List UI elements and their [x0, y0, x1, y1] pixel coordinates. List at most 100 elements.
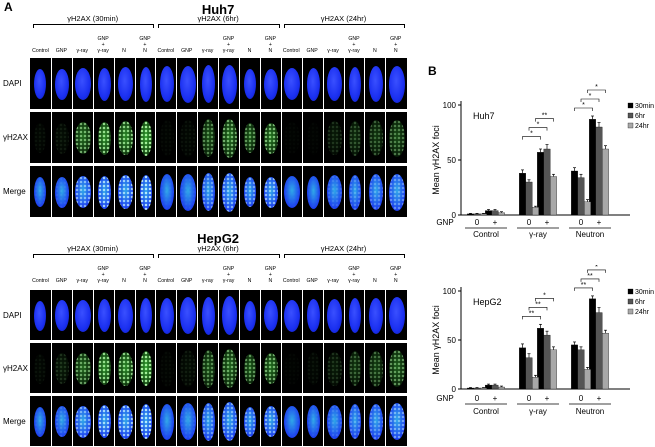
micrograph-cell	[176, 58, 199, 109]
nucleus	[264, 68, 279, 100]
bar	[550, 176, 557, 216]
micrograph-cell	[30, 58, 51, 109]
chart-title: HepG2	[473, 297, 502, 307]
micrograph-cell	[322, 290, 345, 340]
micrograph-cell	[155, 343, 178, 393]
nucleus	[202, 402, 216, 441]
nucleus	[348, 404, 361, 439]
micrograph-cell	[322, 112, 345, 163]
micrograph-cell	[364, 290, 387, 340]
nucleus	[179, 173, 196, 211]
micrograph-cell	[218, 396, 240, 446]
nucleus	[306, 121, 320, 155]
micrograph-cell	[71, 396, 94, 446]
nucleus	[326, 298, 342, 333]
nucleus	[179, 297, 196, 334]
nucleus	[202, 349, 216, 388]
micrograph-cell	[71, 343, 94, 393]
gnp-value-label: 0	[475, 218, 480, 227]
nucleus	[55, 176, 70, 208]
nucleus	[306, 299, 320, 332]
micrograph-cell	[50, 343, 73, 393]
nucleus	[202, 119, 216, 157]
micrograph-cell	[50, 166, 73, 217]
micrograph-cell	[92, 343, 115, 393]
gnp-value-label: +	[545, 394, 550, 403]
nucleus	[348, 66, 361, 102]
micrograph-cell	[364, 343, 387, 393]
nucleus	[264, 122, 279, 154]
nucleus	[388, 65, 405, 103]
nucleus	[222, 172, 238, 212]
micrograph-cell	[71, 290, 94, 340]
micrograph-cell	[155, 58, 178, 109]
legend-swatch	[627, 102, 634, 109]
micrograph-cell	[280, 112, 303, 163]
nucleus	[179, 65, 196, 103]
nucleus	[159, 120, 174, 156]
micrograph-cell	[218, 166, 240, 217]
nucleus	[388, 119, 405, 157]
y-axis-label: Mean γH2AX foci	[431, 305, 441, 375]
nucleus	[55, 353, 70, 384]
bar	[498, 212, 505, 216]
treatment-column-label: GNP + γ-ray	[348, 266, 360, 284]
legend-swatch	[627, 298, 634, 305]
treatment-column-label: N	[247, 278, 252, 284]
micrograph-cell	[197, 112, 220, 163]
nucleus	[348, 174, 361, 210]
nucleus	[139, 298, 152, 333]
nucleus	[244, 177, 257, 207]
treatment-column-label: GNP + γ-ray	[348, 36, 360, 54]
nucleus	[117, 175, 133, 209]
nucleus	[222, 402, 238, 441]
micrograph-cell	[301, 396, 324, 446]
treatment-column-label: GNP	[181, 278, 193, 284]
stain-row-label: Merge	[3, 416, 26, 426]
nucleus	[117, 67, 133, 101]
nucleus	[244, 353, 257, 384]
significance-bracket	[580, 98, 600, 102]
stain-row-label: γH2AX	[3, 133, 28, 142]
time-group-label: γH2AX (6hr)	[197, 14, 239, 23]
significance-bracket	[574, 287, 593, 291]
micrograph-cell	[134, 112, 157, 163]
nucleus	[306, 405, 320, 438]
micrograph-cell	[239, 166, 261, 217]
bar	[473, 213, 481, 216]
micrograph-cell	[343, 396, 366, 446]
treatment-column-label: N	[247, 48, 252, 54]
legend-label: 24hr	[635, 309, 650, 316]
treatment-column-label: Control	[157, 278, 175, 284]
nucleus	[348, 120, 361, 156]
significance-star: *	[589, 93, 592, 100]
nucleus	[264, 353, 279, 384]
micrograph-cell	[176, 343, 199, 393]
micrograph-cell	[259, 112, 282, 163]
nucleus	[75, 299, 92, 332]
bar	[543, 148, 551, 216]
micrograph-cell	[50, 58, 73, 109]
time-group-bracket	[33, 24, 155, 28]
micrograph-cell	[280, 58, 303, 109]
micrograph-cell	[176, 290, 199, 340]
nucleus	[222, 118, 238, 158]
treatment-column-label: GNP + γ-ray	[97, 266, 109, 284]
treatment-column-label: GNP + γ-ray	[222, 36, 235, 54]
bar	[480, 213, 487, 216]
bar	[584, 201, 591, 216]
micrograph-cell	[364, 396, 387, 446]
nucleus	[159, 403, 174, 440]
significance-star: *	[543, 292, 546, 299]
nucleus	[306, 352, 320, 385]
treatment-column-label: γ-ray	[201, 278, 214, 284]
micrograph-cell	[343, 166, 366, 217]
nucleus	[97, 405, 111, 438]
nucleus	[368, 120, 383, 156]
micrograph-cell	[218, 58, 240, 109]
treatment-column-label: GNP + N	[264, 266, 276, 284]
nucleus	[97, 67, 111, 101]
nucleus	[306, 175, 320, 209]
micrograph-cell	[30, 112, 51, 163]
